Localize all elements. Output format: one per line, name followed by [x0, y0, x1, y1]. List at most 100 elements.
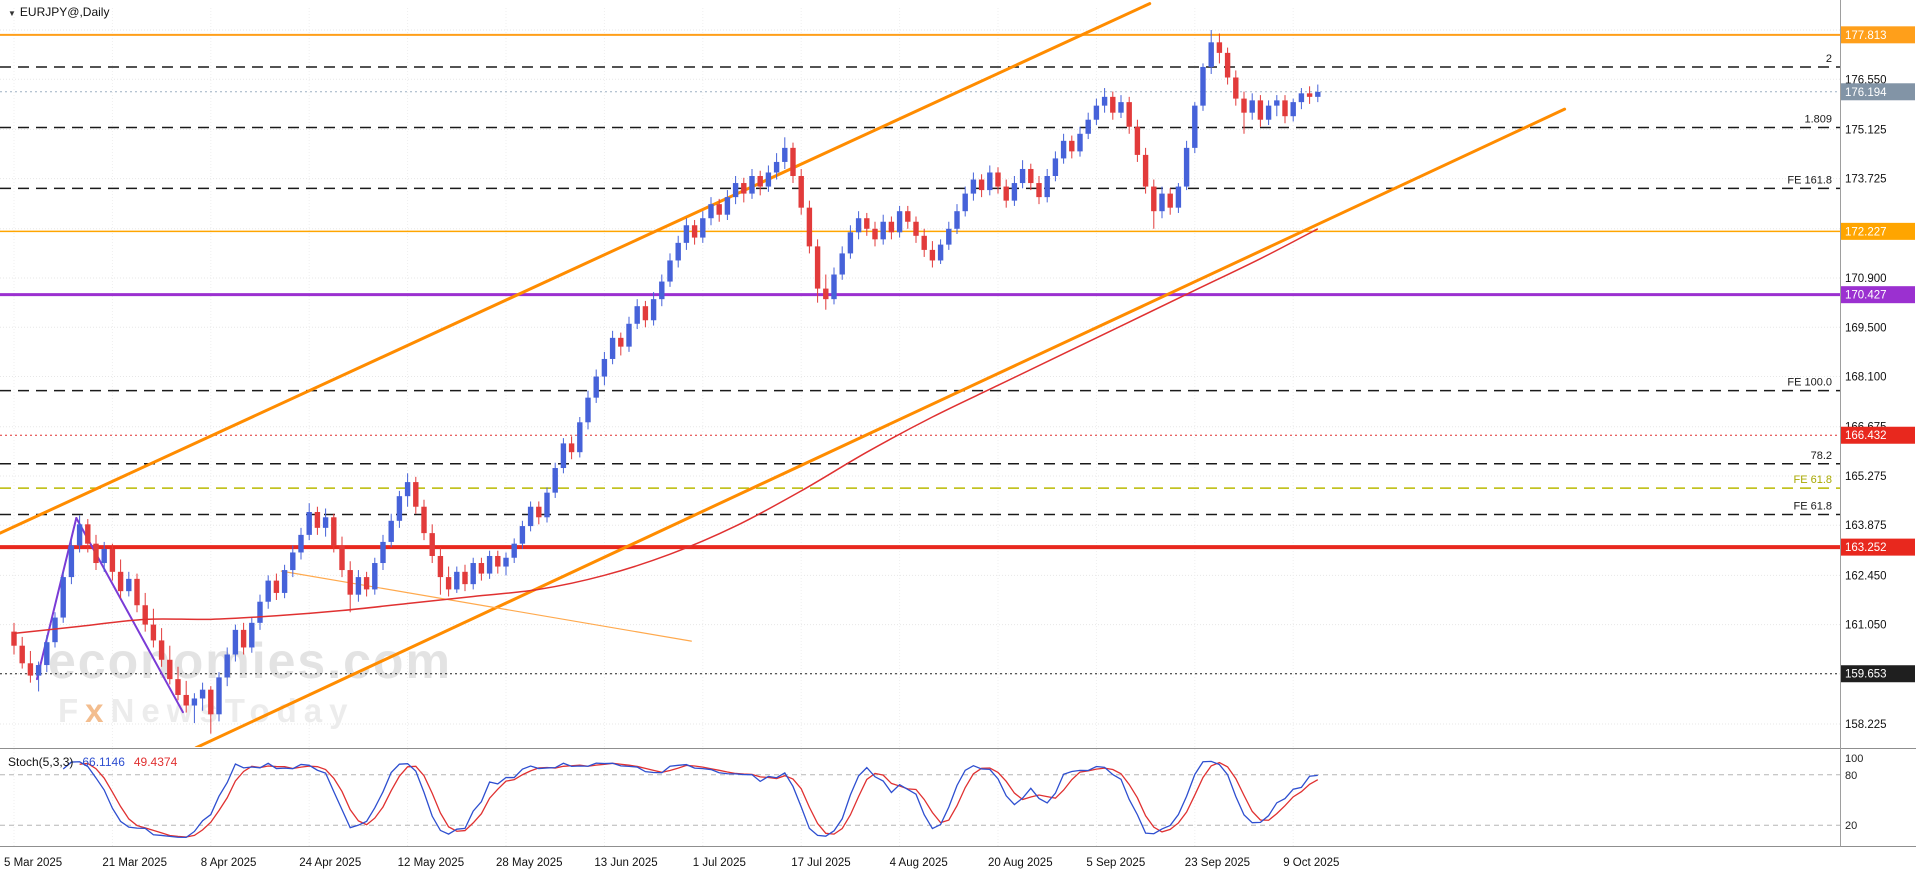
candle-body — [495, 555, 501, 567]
candle-body — [921, 235, 927, 250]
candle-body — [839, 253, 845, 275]
candle-body — [593, 376, 599, 398]
candle-body — [1151, 186, 1157, 212]
candle-body — [896, 211, 903, 233]
horizontal-levels[interactable] — [0, 33, 1840, 675]
stoch-axis-tick: 80 — [1845, 770, 1857, 782]
candle-body — [421, 506, 427, 534]
candle-body — [76, 524, 83, 546]
candle-body — [880, 221, 886, 240]
candle-body — [372, 563, 378, 590]
trendline[interactable] — [194, 107, 1567, 748]
candle-body — [765, 172, 772, 187]
price-axis[interactable]: 176.550 175.125 173.725 170.900 169.500 168.1… — [1841, 26, 1915, 731]
candle-body — [240, 629, 247, 648]
candle-body — [511, 543, 517, 558]
candle-body — [1159, 193, 1165, 212]
candle-body — [1110, 96, 1116, 113]
date-tick-label: 13 Jun 2025 — [594, 857, 657, 869]
candle-body — [257, 601, 263, 623]
price-badge — [1841, 222, 1915, 240]
candle-body — [85, 524, 91, 544]
trendline[interactable] — [0, 2, 1152, 535]
candle-body — [585, 397, 591, 423]
candle-body — [1069, 140, 1075, 152]
candle-body — [208, 689, 214, 715]
symbol-timeframe-label[interactable]: ▼ EURJPY@,Daily — [8, 5, 109, 19]
date-tick-label: 1 Jul 2025 — [693, 857, 746, 869]
fibonacci-lines[interactable] — [0, 66, 1840, 516]
candle-body — [454, 571, 460, 590]
candle-body — [306, 512, 312, 535]
price-badge-value: 176.194 — [1845, 87, 1887, 99]
candle-body — [675, 242, 681, 261]
candle-body — [167, 659, 173, 680]
candle-body — [1290, 102, 1296, 117]
candle-body — [855, 218, 862, 233]
moving-average-path[interactable] — [13, 228, 1319, 635]
date-tick-label: 28 May 2025 — [496, 857, 563, 869]
candle-body — [683, 225, 690, 243]
candle-body — [298, 534, 304, 553]
candle-body — [568, 443, 575, 453]
candle-body — [232, 629, 239, 655]
candlestick-series[interactable] — [11, 30, 1321, 734]
fib-level-label: FE 61.8 — [1793, 474, 1832, 486]
candle-body — [93, 543, 99, 564]
price-badge-value: 177.813 — [1845, 30, 1887, 42]
watermark-line2: FxNewsToday — [58, 692, 354, 729]
candle-body — [1315, 91, 1321, 97]
date-tick-label: 9 Oct 2025 — [1283, 857, 1339, 869]
candle-body — [273, 580, 280, 593]
candle-body — [732, 183, 739, 198]
candle-body — [560, 443, 567, 469]
candle-body — [68, 545, 75, 578]
fibonacci-labels: 2 1.809 FE 161.8 FE 100.0 78.2 FE 61.8 FE 61.8 — [1787, 53, 1832, 513]
candle-body — [150, 624, 157, 641]
candle-body — [773, 161, 780, 173]
candle-body — [388, 520, 394, 542]
candle-body — [831, 274, 837, 300]
price-badge-value: 163.252 — [1845, 542, 1887, 554]
stochastic-panel[interactable]: 100 80 20 — [0, 753, 1863, 839]
date-tick-label: 20 Aug 2025 — [988, 857, 1053, 869]
candle-body — [519, 526, 526, 544]
candle-body — [527, 506, 534, 527]
stoch-indicator-label: Stoch(5,3,3) 66.1146 49.4374 — [8, 755, 178, 769]
candle-body — [1167, 193, 1173, 208]
candle-body — [888, 221, 895, 233]
price-badge-value: 159.653 — [1845, 669, 1887, 681]
candle-body — [782, 147, 788, 162]
candle-body — [1257, 100, 1264, 120]
candle-body — [486, 555, 493, 574]
candle-body — [1233, 77, 1239, 99]
candle-body — [331, 517, 337, 546]
price-tick-label: 170.900 — [1845, 273, 1887, 285]
candle-body — [618, 337, 624, 347]
price-tick-label: 176.550 — [1845, 74, 1887, 86]
candle-body — [19, 645, 25, 664]
candle-body — [347, 570, 353, 595]
candle-body — [396, 496, 403, 521]
candle-body — [1249, 100, 1255, 113]
candle-body — [814, 246, 821, 289]
stoch-axis-tick: 100 — [1845, 753, 1863, 765]
candle-body — [913, 221, 919, 236]
fib-level-label: 1.809 — [1804, 113, 1832, 125]
moving-average-line[interactable] — [13, 228, 1319, 635]
price-badge — [1841, 83, 1915, 101]
candle-body — [1134, 126, 1141, 155]
candle-body — [1192, 105, 1198, 148]
price-tick-label: 161.050 — [1845, 620, 1887, 632]
candle-body — [954, 211, 960, 229]
candle-body — [1003, 186, 1009, 201]
time-axis[interactable]: 5 Mar 2025 21 Mar 2025 8 Apr 2025 24 Apr 20… — [4, 857, 1339, 869]
candle-body — [741, 183, 747, 194]
trendline[interactable] — [35, 516, 78, 681]
price-badge — [1841, 286, 1915, 304]
price-badge — [1841, 538, 1915, 556]
price-tick-label: 168.100 — [1845, 372, 1887, 384]
candle-body — [806, 207, 813, 247]
